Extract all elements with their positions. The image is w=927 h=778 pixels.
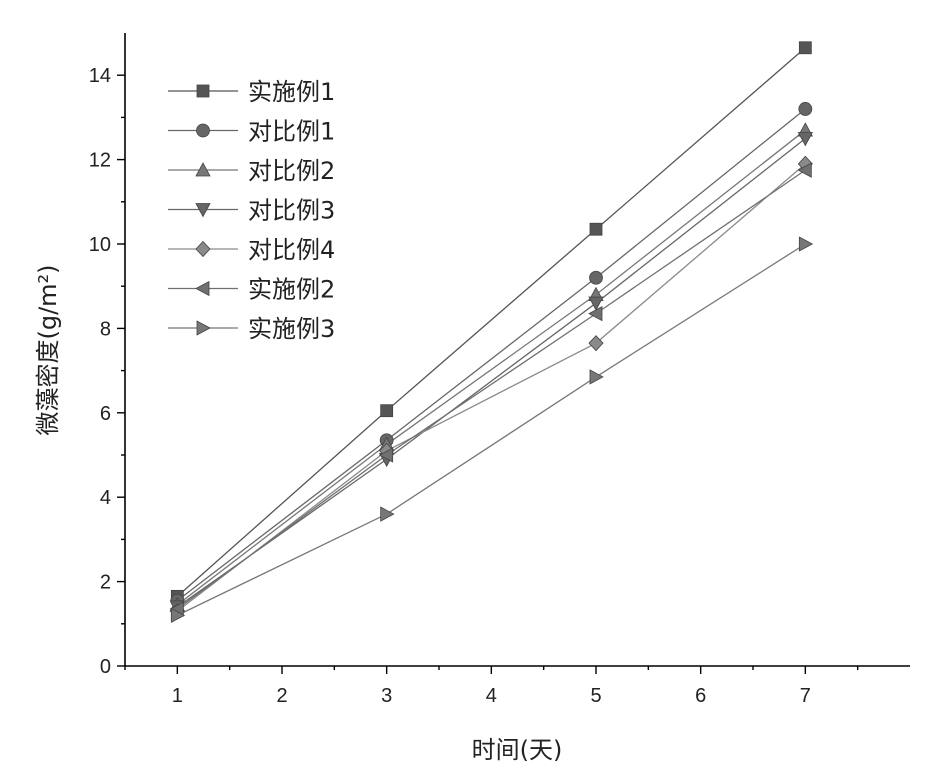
y-axis-title: 微藻密度(g/m²) (34, 264, 62, 435)
legend-marker (197, 321, 210, 335)
x-tick-label: 2 (276, 685, 287, 707)
x-tick-label: 3 (381, 685, 392, 707)
legend-label: 实施例1 (248, 78, 335, 106)
data-point-series-7 (799, 237, 812, 251)
x-axis: 1 2 3 4 5 6 7 (125, 666, 858, 707)
x-tick-label: 1 (172, 685, 183, 707)
y-tick-label: 2 (100, 572, 111, 594)
x-tick-label: 7 (800, 685, 811, 707)
legend-label: 对比例1 (248, 118, 335, 146)
legend: 实施例1 对比例1 对比例2 对比例3 对比例4 实施例2 实施例3 (168, 78, 335, 343)
series-line-5 (177, 164, 805, 611)
y-tick-label: 12 (89, 150, 111, 172)
data-point-series-4 (798, 133, 812, 146)
y-tick-label: 4 (100, 487, 111, 509)
x-tick-label: 6 (695, 685, 706, 707)
data-point-series-5 (589, 336, 603, 351)
legend-label: 实施例3 (248, 315, 335, 343)
legend-marker (196, 242, 210, 257)
legend-label: 对比例3 (248, 197, 335, 225)
data-point-series-1 (381, 405, 393, 417)
y-tick-label: 10 (89, 234, 111, 256)
legend-marker (196, 282, 209, 296)
legend-marker (197, 85, 209, 97)
y-tick-label: 6 (100, 403, 111, 425)
data-point-series-7 (381, 507, 394, 521)
legend-label: 对比例4 (248, 236, 335, 264)
y-tick-label: 14 (89, 65, 111, 87)
y-tick-label: 8 (100, 318, 111, 340)
legend-label: 实施例2 (248, 276, 335, 304)
data-point-series-1 (590, 223, 602, 235)
data-point-series-1 (799, 42, 811, 54)
legend-label: 对比例2 (248, 157, 335, 185)
x-axis-title: 时间(天) (472, 736, 563, 764)
x-tick-label: 4 (486, 685, 497, 707)
data-point-series-2 (590, 271, 603, 284)
legend-marker (197, 124, 210, 137)
y-axis: 0 2 4 6 8 10 12 14 (89, 65, 125, 678)
x-tick-label: 5 (590, 685, 601, 707)
y-tick-label: 0 (100, 656, 111, 678)
data-point-series-2 (799, 102, 812, 115)
data-point-series-7 (590, 370, 603, 384)
plot-area (125, 33, 910, 666)
